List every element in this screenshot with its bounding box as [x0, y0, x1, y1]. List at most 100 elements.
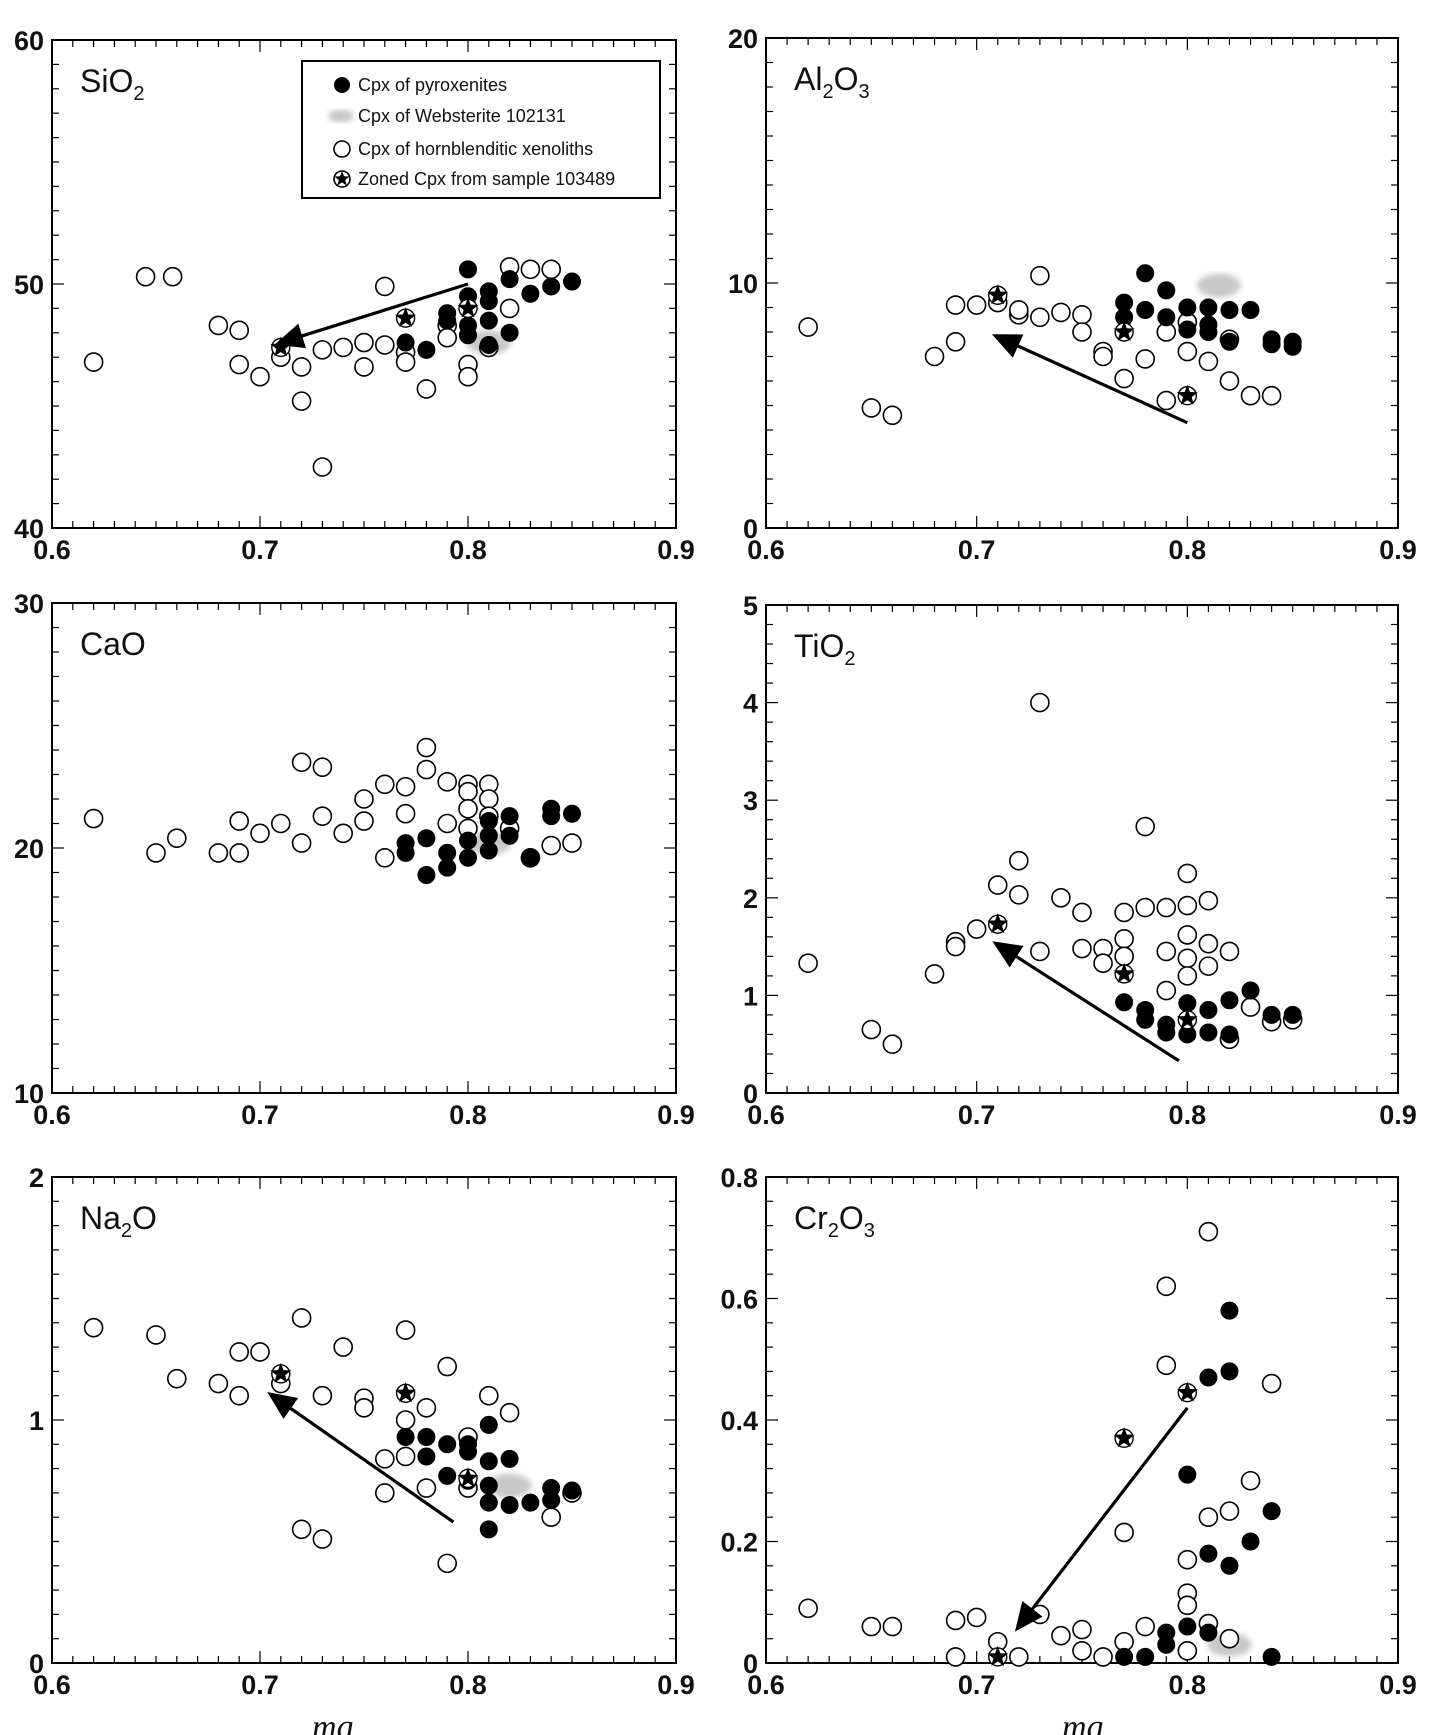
x-tick-label-cr2o3: 0.9 — [1379, 1670, 1417, 1700]
panel-cao: 0.6 0.7 0.8 0.9 10 20 30 CaO — [14, 589, 695, 1130]
point-hornblendite — [1008, 1647, 1029, 1667]
ticks-cr2o3 — [765, 1176, 1399, 1664]
point-hornblendite — [229, 354, 249, 375]
point-hornblendite — [312, 806, 333, 826]
y-tick-label-tio2: 4 — [743, 689, 758, 719]
point-hornblendite — [229, 843, 249, 863]
point-hornblendite — [1261, 385, 1282, 406]
point-websterite — [487, 1473, 532, 1498]
legend-box — [301, 60, 661, 199]
point-pyroxenite — [438, 1435, 457, 1454]
x-tick-label-sio2: 0.6 — [33, 535, 71, 565]
point-hornblendite — [437, 1356, 458, 1377]
panel-title-tio2: TiO2 — [794, 628, 855, 670]
point-pyroxenite — [479, 812, 498, 831]
point-pyroxenite — [1220, 300, 1239, 319]
point-hornblendite — [1177, 925, 1198, 945]
point-hornblendite — [798, 953, 818, 973]
x-tick-label-al2o3: 0.9 — [1379, 535, 1417, 565]
y-tick-label-sio2: 60 — [14, 26, 44, 56]
point-hornblendite — [1219, 371, 1240, 391]
legend-label-pyroxenite: Cpx of pyroxenites — [358, 75, 507, 95]
point-hornblendite — [1093, 953, 1113, 973]
point-hornblendite — [83, 808, 104, 829]
trend-arrow-cr2o3 — [1014, 1406, 1189, 1632]
point-hornblendite — [1051, 1625, 1071, 1646]
y-tick-label-al2o3: 20 — [728, 24, 758, 54]
point-pyroxenite — [521, 1493, 540, 1512]
point-hornblendite — [437, 772, 458, 792]
x-tick-label-al2o3: 0.6 — [747, 535, 785, 565]
point-hornblendite — [541, 1507, 562, 1527]
point-hornblendite — [861, 1616, 882, 1637]
point-hornblendite — [1093, 346, 1113, 367]
point-pyroxenite — [1115, 1647, 1134, 1666]
point-pyroxenite — [500, 1496, 519, 1515]
y-tick-label-al2o3: 10 — [728, 269, 758, 299]
point-hornblendite — [416, 1478, 437, 1498]
point-hornblendite — [520, 259, 541, 280]
point-pyroxenite — [1241, 300, 1260, 319]
point-websterite — [1196, 273, 1241, 298]
point-pyroxenite — [1199, 1001, 1218, 1020]
panel-title-cr2o3: Cr2O3 — [794, 1200, 875, 1242]
y-tick-label-na2o: 1 — [29, 1406, 44, 1436]
point-hornblendite — [562, 833, 582, 853]
y-tick-label-tio2: 3 — [743, 786, 758, 816]
x-tick-label-sio2: 0.9 — [657, 535, 695, 565]
point-zoned — [987, 913, 1009, 934]
point-hornblendite — [291, 357, 312, 377]
point-hornblendite — [374, 276, 395, 297]
point-hornblendite — [146, 843, 166, 863]
point-zoned — [987, 1645, 1009, 1667]
point-zoned — [987, 284, 1009, 305]
point-hornblendite — [1072, 902, 1092, 923]
point-hornblendite — [1008, 885, 1029, 905]
point-hornblendite — [1135, 897, 1155, 918]
point-hornblendite — [945, 1610, 966, 1631]
point-hornblendite — [987, 875, 1008, 895]
point-hornblendite — [312, 757, 333, 777]
point-pyroxenite — [396, 333, 415, 352]
point-pyroxenite — [1262, 1005, 1281, 1024]
x-tick-label-cr2o3: 0.6 — [747, 1670, 785, 1700]
x-tick-label-na2o: 0.8 — [449, 1670, 487, 1700]
point-pyroxenite — [459, 831, 477, 850]
panel-na2o: 0.6 0.7 0.8 0.9 0 1 2 Na2O — [29, 1163, 695, 1700]
x-tick-label-al2o3: 0.7 — [958, 535, 996, 565]
point-hornblendite — [291, 391, 312, 411]
point-pyroxenite — [479, 1520, 498, 1539]
point-hornblendite — [1030, 692, 1050, 713]
point-pyroxenite — [417, 340, 436, 359]
point-pyroxenite — [1136, 264, 1155, 283]
point-hornblendite — [1051, 887, 1071, 908]
trend-arrow-sio2 — [274, 282, 469, 349]
x-tick-label-na2o: 0.7 — [241, 1670, 279, 1700]
point-pyroxenite — [1241, 1532, 1260, 1551]
point-hornblendite — [882, 1616, 903, 1637]
point-hornblendite — [416, 1398, 437, 1418]
point-pyroxenite — [1220, 1556, 1239, 1575]
point-pyroxenite — [1136, 1010, 1155, 1029]
point-hornblendite — [374, 1483, 395, 1503]
x-tick-label-cao: 0.6 — [33, 1100, 71, 1130]
point-zoned — [395, 307, 417, 328]
point-hornblendite — [945, 1647, 966, 1667]
y-tick-label-cao: 20 — [14, 834, 44, 864]
point-hornblendite — [882, 1034, 903, 1054]
point-hornblendite — [882, 405, 903, 426]
point-pyroxenite — [542, 807, 561, 826]
point-hornblendite — [354, 332, 374, 353]
point-zoned — [1176, 1008, 1198, 1030]
point-hornblendite — [208, 315, 229, 336]
point-hornblendite — [162, 266, 183, 287]
point-hornblendite — [437, 813, 458, 834]
point-hornblendite — [395, 1320, 416, 1340]
point-pyroxenite — [1220, 991, 1239, 1010]
point-pyroxenite — [479, 1452, 498, 1471]
point-hornblendite — [395, 1410, 416, 1430]
legend-marker-zoned — [333, 170, 351, 188]
point-pyroxenite — [1283, 337, 1302, 356]
x-tick-label-na2o: 0.6 — [33, 1670, 71, 1700]
point-hornblendite — [354, 811, 374, 831]
